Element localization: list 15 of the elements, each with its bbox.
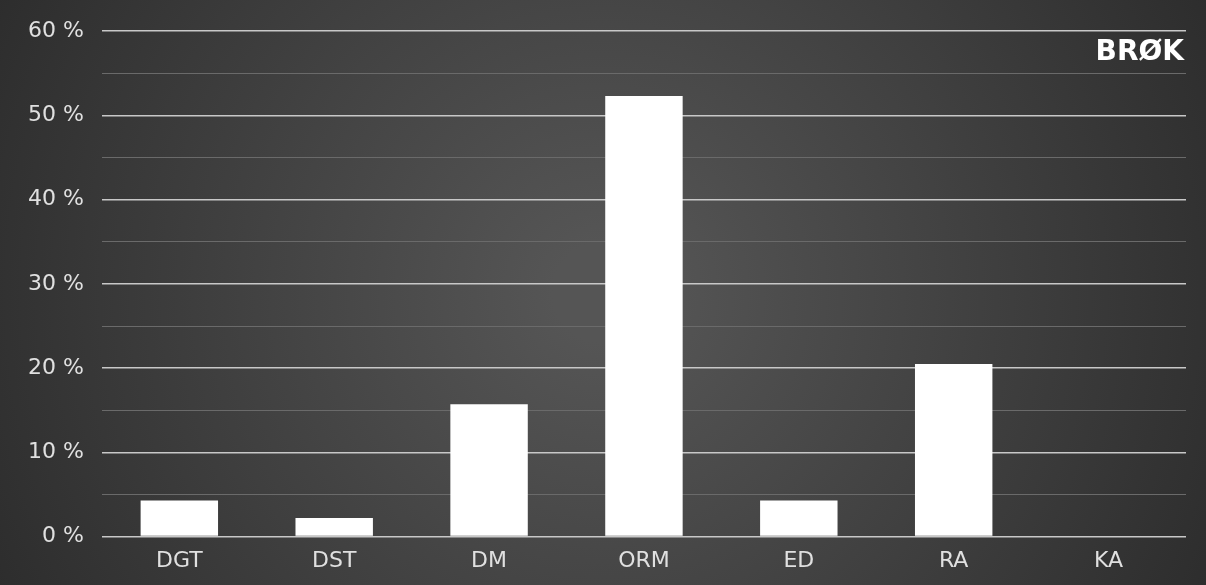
y-tick-label: 0 % (41, 522, 84, 548)
y-tick-label: 50 % (27, 101, 84, 127)
chart-title: BRØK (1095, 34, 1186, 68)
y-tick-label: 60 % (27, 16, 84, 42)
y-tick-label: 40 % (27, 185, 84, 211)
x-tick-label: ED (783, 546, 815, 572)
x-tick-label: RA (938, 546, 969, 572)
x-tick-label: DGT (156, 546, 204, 572)
y-tick-label: 20 % (27, 353, 84, 379)
y-tick-label: 10 % (27, 438, 84, 464)
y-tick-label: 30 % (27, 269, 84, 295)
x-tick-label: DST (312, 546, 357, 572)
x-tick-label: KA (1094, 546, 1124, 572)
x-tick-label: DM (471, 546, 508, 572)
x-tick-label: ORM (618, 546, 670, 572)
